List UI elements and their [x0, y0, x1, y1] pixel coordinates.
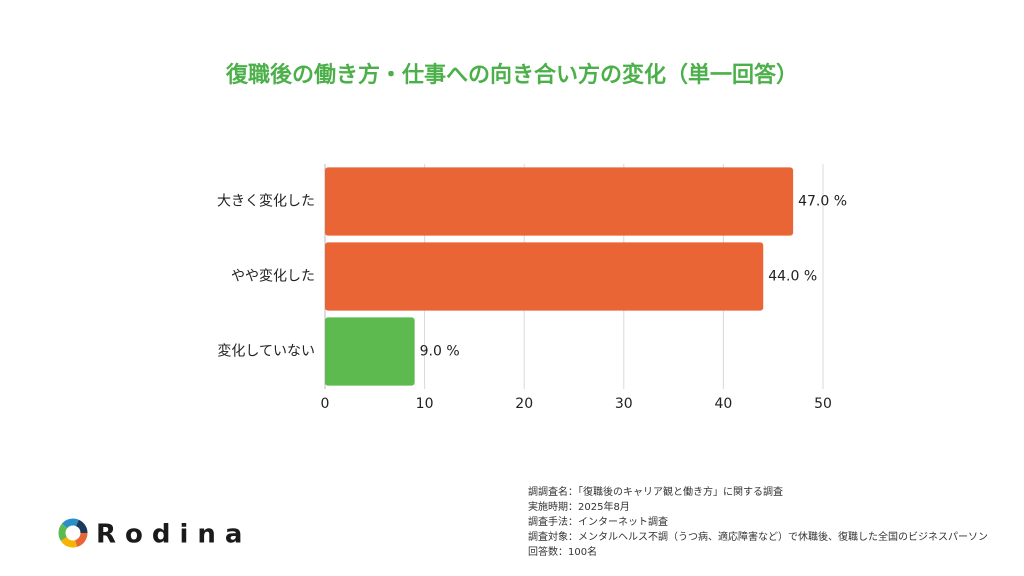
logo-text: Rodina [96, 520, 251, 550]
x-tick-label: 50 [814, 396, 832, 412]
value-label: 9.0 % [420, 344, 460, 360]
y-tick-label: やや変化した [231, 268, 315, 285]
bar [325, 167, 794, 236]
x-tick-label: 30 [615, 396, 633, 412]
value-label: 47.0 % [798, 194, 847, 210]
logo-segment [58, 518, 88, 548]
note: 調査手法：インターネット調査 [528, 515, 668, 528]
logo-icon [58, 518, 88, 548]
x-tick-label: 10 [416, 396, 434, 412]
logo-segment [58, 518, 88, 548]
logo-segment [58, 518, 88, 548]
chart-title: 復職後の働き方・仕事への向き合い方の変化（単一回答） [225, 62, 798, 88]
bar [325, 317, 415, 386]
y-tick-label: 変化していない [217, 343, 315, 360]
y-tick-label: 大きく変化した [217, 193, 315, 210]
note: 回答数：100名 [528, 545, 597, 558]
note: 調査対象：メンタルヘルス不調（うつ病、適応障害など）で休職後、復職した全国のビジ… [528, 530, 988, 543]
x-tick-label: 40 [714, 396, 732, 412]
value-label: 44.0 % [768, 269, 817, 285]
note: 調調査名：「復職後のキャリア観と働き方」に関する調査 [528, 485, 783, 498]
x-tick-label: 20 [515, 396, 533, 412]
note: 実施時期：2025年8月 [528, 500, 630, 513]
x-tick-label: 0 [321, 396, 330, 412]
logo-segment [58, 518, 88, 548]
bar [325, 242, 764, 311]
